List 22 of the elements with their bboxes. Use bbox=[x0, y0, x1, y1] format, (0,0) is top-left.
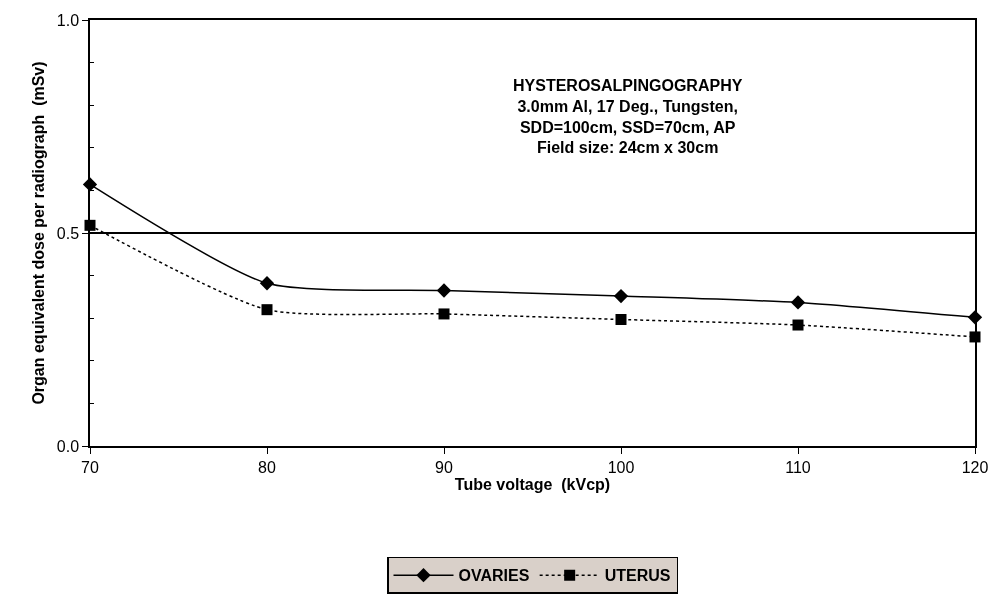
annotation: HYSTEROSALPINGOGRAPHY 3.0mm Al, 17 Deg., Tungsten, SDD=100cm, SSD=70cm, AP Field size: 24cm x 30cm bbox=[513, 77, 743, 157]
x-tick-label: 120 bbox=[961, 458, 989, 476]
x-axis-title: Tube voltage (kVcp) bbox=[454, 476, 611, 494]
x-tick-label: 80 bbox=[258, 458, 276, 476]
point bbox=[615, 313, 627, 325]
point bbox=[436, 283, 452, 298]
y-tick-label: 0.0 bbox=[56, 437, 80, 455]
x-tick-label: 90 bbox=[435, 458, 453, 476]
point bbox=[790, 295, 806, 310]
point bbox=[259, 276, 275, 291]
y-tick-label: 0.5 bbox=[56, 224, 80, 242]
y-axis-title: Organ equivalent dose per radiograph (mSv) bbox=[30, 61, 48, 405]
point bbox=[613, 288, 629, 304]
x-tick-label: 100 bbox=[607, 458, 635, 476]
legend-label: OVARIES bbox=[458, 567, 530, 585]
x-tick-label: 110 bbox=[785, 458, 811, 476]
legend-label: UTERUS bbox=[604, 567, 671, 585]
y-tick-label: 1.0 bbox=[56, 11, 80, 29]
x-tick-label: 70 bbox=[81, 458, 99, 476]
point bbox=[438, 308, 450, 320]
point bbox=[792, 319, 804, 331]
point bbox=[261, 304, 273, 316]
